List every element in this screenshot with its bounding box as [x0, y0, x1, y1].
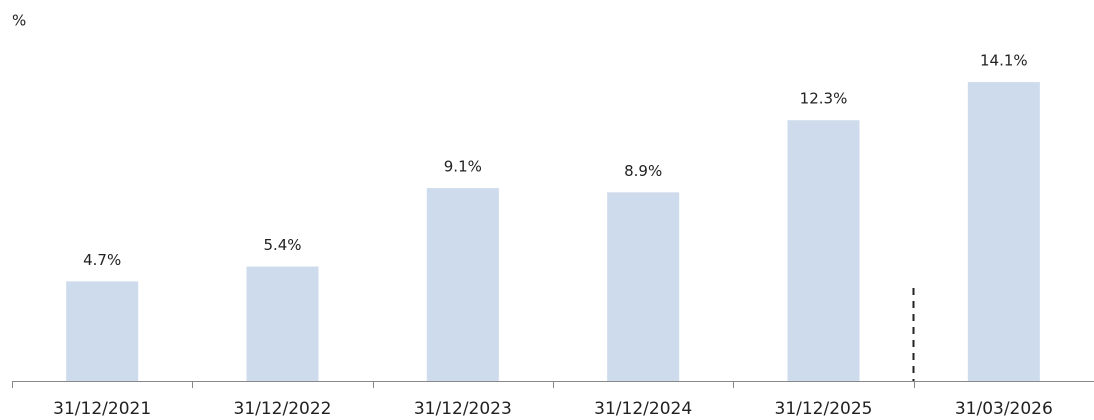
- value-label: 5.4%: [263, 236, 301, 254]
- x-tick-label: 31/03/2026: [955, 399, 1053, 419]
- value-label: 12.3%: [800, 90, 848, 108]
- x-tick-label: 31/12/2023: [414, 399, 512, 419]
- bar: [66, 281, 139, 381]
- bar: [787, 120, 860, 382]
- bar: [967, 82, 1040, 381]
- value-label: 14.1%: [980, 52, 1028, 70]
- value-label: 8.9%: [624, 162, 662, 180]
- value-label: 9.1%: [444, 158, 482, 176]
- x-tick-label: 31/12/2024: [594, 399, 692, 419]
- bar: [246, 266, 319, 381]
- x-tick-label: 31/12/2025: [775, 399, 873, 419]
- bar: [607, 192, 680, 381]
- value-label: 4.7%: [83, 251, 121, 269]
- y-axis-label: %: [12, 12, 26, 30]
- bar: [426, 188, 499, 381]
- x-tick-label: 31/12/2021: [53, 399, 151, 419]
- x-tick-label: 31/12/2022: [234, 399, 332, 419]
